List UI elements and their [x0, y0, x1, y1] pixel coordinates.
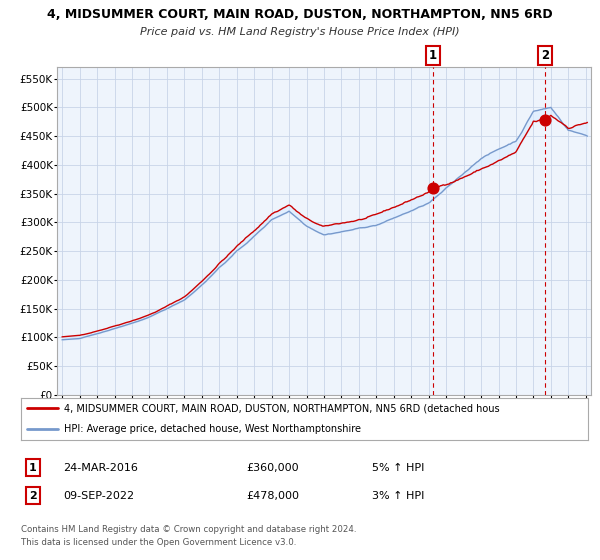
- Text: 4, MIDSUMMER COURT, MAIN ROAD, DUSTON, NORTHAMPTON, NN5 6RD (detached hous: 4, MIDSUMMER COURT, MAIN ROAD, DUSTON, N…: [64, 403, 499, 413]
- Point: [541, 115, 550, 124]
- Text: 2: 2: [541, 49, 550, 62]
- Text: This data is licensed under the Open Government Licence v3.0.: This data is licensed under the Open Gov…: [21, 538, 296, 547]
- Text: HPI: Average price, detached house, West Northamptonshire: HPI: Average price, detached house, West…: [64, 424, 361, 434]
- Text: 2: 2: [29, 491, 37, 501]
- Text: 4, MIDSUMMER COURT, MAIN ROAD, DUSTON, NORTHAMPTON, NN5 6RD: 4, MIDSUMMER COURT, MAIN ROAD, DUSTON, N…: [47, 8, 553, 21]
- Text: Price paid vs. HM Land Registry's House Price Index (HPI): Price paid vs. HM Land Registry's House …: [140, 27, 460, 37]
- Text: 5% ↑ HPI: 5% ↑ HPI: [372, 463, 424, 473]
- Text: 1: 1: [29, 463, 37, 473]
- Text: £360,000: £360,000: [246, 463, 299, 473]
- Text: Contains HM Land Registry data © Crown copyright and database right 2024.: Contains HM Land Registry data © Crown c…: [21, 525, 356, 534]
- Text: £478,000: £478,000: [246, 491, 299, 501]
- Text: 09-SEP-2022: 09-SEP-2022: [63, 491, 134, 501]
- Text: 1: 1: [428, 49, 437, 62]
- Text: 3% ↑ HPI: 3% ↑ HPI: [372, 491, 424, 501]
- Text: 24-MAR-2016: 24-MAR-2016: [63, 463, 138, 473]
- Point: [428, 184, 437, 193]
